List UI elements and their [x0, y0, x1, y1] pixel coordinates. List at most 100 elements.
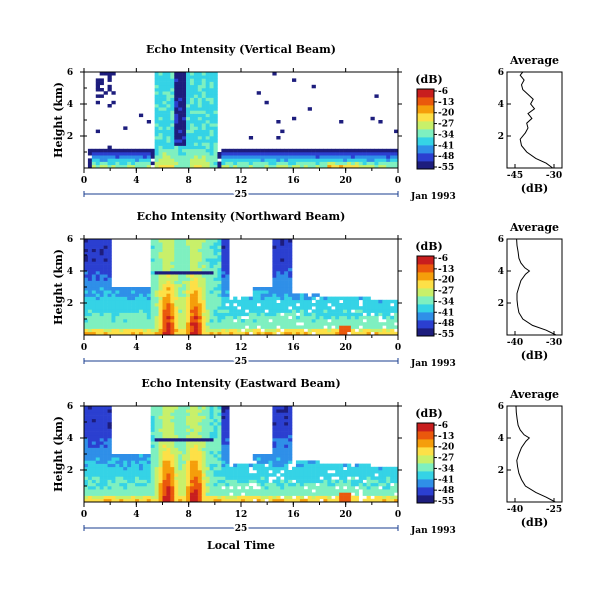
heatmap-cell: [331, 466, 336, 471]
heatmap-cell: [95, 409, 100, 413]
heatmap-cell: [91, 296, 97, 301]
heatmap-cell: [103, 438, 108, 442]
heatmap-cell: [307, 303, 312, 307]
heatmap-cell: [99, 325, 104, 329]
heatmap-cell: [209, 271, 214, 275]
heatmap-cell: [174, 319, 179, 323]
heatmap-cell: [174, 315, 179, 320]
heatmap-cell: [186, 473, 191, 477]
heatmap-cell: [166, 415, 171, 420]
heatmap-cell: [288, 261, 293, 265]
heatmap-cell: [99, 245, 104, 249]
heatmap-cell: [370, 492, 375, 496]
heatmap-cell: [174, 418, 179, 423]
heatmap-cell: [225, 482, 230, 487]
heatmap-cell: [252, 148, 257, 153]
heatmap-cell: [225, 267, 230, 272]
heatmap-cell: [225, 299, 230, 304]
heatmap-cell: [154, 431, 159, 436]
heatmap-cell: [186, 290, 191, 294]
heatmap-cell: [107, 498, 112, 503]
heatmap-cell: [276, 148, 281, 153]
heatmap-cell: [91, 264, 97, 269]
heatmap-cell: [182, 94, 187, 98]
heatmap-cell: [166, 328, 171, 333]
heatmap-cell: [201, 136, 206, 140]
heatmap-cell: [131, 482, 136, 487]
heatmap-cell: [95, 296, 100, 301]
heatmap-cell: [99, 312, 104, 317]
heatmap-cell: [158, 104, 163, 108]
heatmap-cell: [327, 152, 332, 156]
heatmap-cell: [142, 457, 148, 461]
heatmap-cell: [394, 331, 399, 336]
heatmap-cell: [244, 303, 250, 307]
heatmap-cell: [221, 495, 226, 500]
heatmap-cell: [162, 97, 167, 102]
heatmap-cell: [103, 489, 108, 493]
heatmap-cell: [186, 261, 191, 265]
heatmap-cell: [241, 148, 246, 153]
heatmap-cell: [107, 460, 112, 464]
heatmap-cell: [99, 78, 104, 82]
date-label: Jan 1993: [410, 192, 456, 202]
heatmap-cell: [123, 482, 128, 487]
heatmap-cell: [284, 476, 289, 480]
heatmap-cell: [158, 492, 163, 496]
heatmap-cell: [193, 120, 199, 124]
heatmap-cell: [150, 447, 155, 452]
heatmap-cell: [307, 331, 312, 336]
heatmap-cell: [331, 473, 336, 477]
heatmap-cell: [174, 258, 179, 262]
heatmap-cell: [186, 142, 191, 146]
heatmap-cell: [197, 422, 203, 426]
heatmap-cell: [158, 274, 163, 278]
heatmap-cell: [256, 489, 261, 493]
heatmap-cell: [252, 161, 257, 166]
heatmap-cell: [182, 325, 187, 329]
heatmap-cell: [323, 148, 328, 153]
heatmap-cell: [374, 158, 379, 162]
heatmap-cell: [84, 498, 89, 503]
heatmap-cell: [174, 248, 179, 253]
heatmap-cell: [209, 293, 214, 297]
heatmap-cell: [123, 306, 128, 310]
heatmap-cell: [103, 306, 108, 310]
heatmap-cell: [213, 148, 218, 153]
heatmap-cell: [107, 306, 112, 310]
heatmap-cell: [95, 94, 100, 98]
heatmap-cell: [382, 489, 387, 493]
heatmap-cell: [138, 489, 144, 493]
heatmap-cell: [346, 473, 352, 477]
heatmap-cell: [256, 463, 261, 468]
heatmap-cell: [205, 280, 210, 285]
heatmap-cell: [127, 287, 132, 291]
heatmap-cell: [284, 319, 289, 323]
heatmap-cell: [103, 287, 108, 291]
heatmap-cell: [374, 312, 379, 317]
heatmap-cell: [142, 322, 148, 326]
heatmap-cell: [284, 486, 289, 490]
heatmap-cell: [288, 296, 293, 301]
heatmap-cell: [186, 296, 191, 301]
heatmap-cell: [138, 463, 144, 468]
heatmap-cell: [197, 441, 203, 445]
heatmap-cell: [221, 264, 226, 269]
heatmap-cell: [186, 264, 191, 269]
heatmap-cell: [131, 155, 136, 159]
heatmap-cell: [233, 476, 238, 480]
heatmap-cell: [237, 498, 242, 503]
heatmap-cell: [174, 110, 179, 114]
heatmap-cell: [268, 463, 273, 468]
heatmap-cell: [182, 104, 187, 108]
heatmap-cell: [178, 129, 183, 134]
heatmap-cell: [244, 322, 250, 326]
heatmap-cell: [197, 78, 203, 82]
heatmap-cell: [335, 331, 340, 336]
heatmap-cell: [276, 248, 281, 253]
heatmap-cell: [115, 161, 120, 166]
heatmap-cell: [354, 158, 360, 162]
heatmap-cell: [197, 454, 203, 458]
heatmap-cell: [95, 258, 100, 262]
heatmap-cell: [319, 309, 324, 313]
